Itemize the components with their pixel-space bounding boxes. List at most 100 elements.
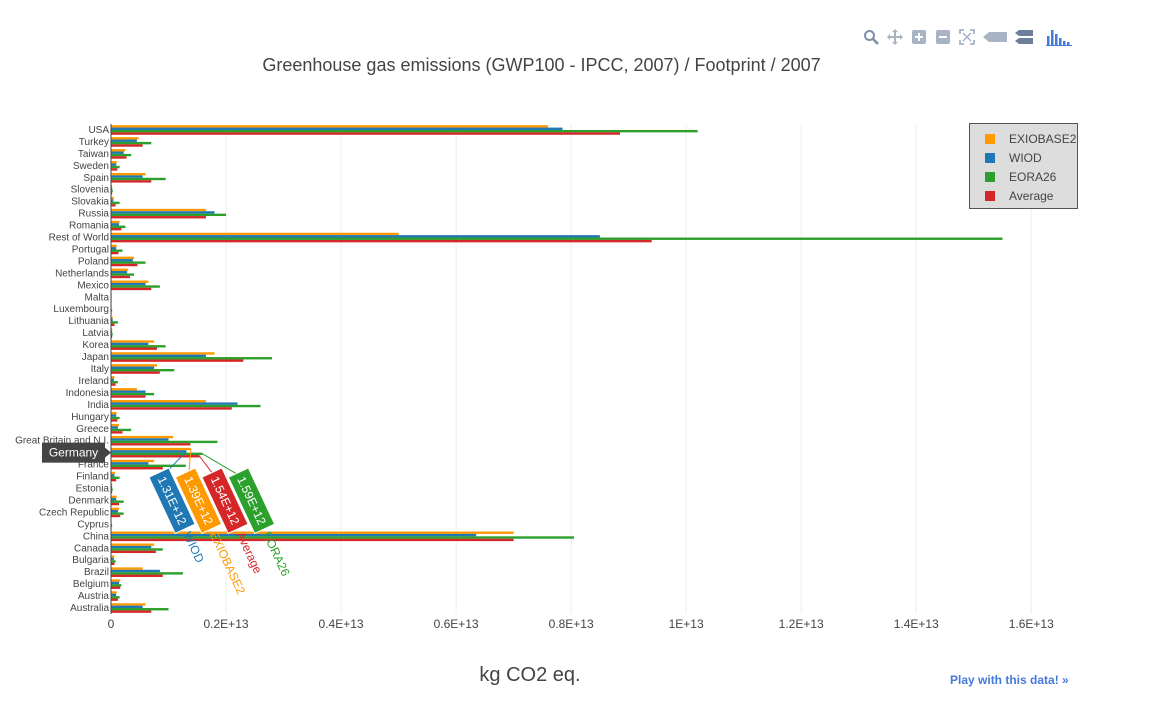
bar-exiobase2-romania[interactable] bbox=[111, 220, 120, 224]
bar-eora26-poland[interactable] bbox=[111, 261, 146, 264]
bar-eora26-sweden[interactable] bbox=[111, 165, 120, 169]
bar-average-australia[interactable] bbox=[111, 610, 152, 613]
bar-exiobase2-germany[interactable] bbox=[111, 447, 191, 451]
bar-average-great-britain-and-n-i[interactable] bbox=[111, 443, 191, 446]
bar-average-netherlands[interactable] bbox=[111, 275, 130, 279]
bar-eora26-australia[interactable] bbox=[111, 608, 169, 611]
bar-wiod-ireland[interactable] bbox=[111, 378, 114, 381]
bar-average-taiwan[interactable] bbox=[111, 156, 127, 159]
bar-eora26-rest-of-world[interactable] bbox=[111, 237, 1003, 240]
play-with-data-link[interactable]: Play with this data! » bbox=[950, 673, 1069, 687]
bar-average-usa[interactable] bbox=[111, 132, 621, 135]
bar-average-italy[interactable] bbox=[111, 371, 160, 374]
legend-item-average[interactable]: Average bbox=[970, 186, 1077, 205]
bar-average-sweden[interactable] bbox=[111, 168, 118, 171]
bar-eora26-china[interactable] bbox=[111, 536, 574, 539]
bar-eora26-indonesia[interactable] bbox=[111, 392, 155, 396]
bar-wiod-korea[interactable] bbox=[111, 342, 149, 346]
bar-exiobase2-russia[interactable] bbox=[111, 208, 206, 212]
bar-wiod-australia[interactable] bbox=[111, 605, 143, 609]
bar-average-romania[interactable] bbox=[111, 227, 122, 231]
bar-wiod-taiwan[interactable] bbox=[111, 151, 124, 154]
bar-average-russia[interactable] bbox=[111, 216, 206, 219]
bar-average-germany[interactable] bbox=[111, 455, 200, 458]
bar-exiobase2-latvia[interactable] bbox=[111, 328, 113, 331]
bar-average-rest-of-world[interactable] bbox=[111, 239, 652, 243]
bar-exiobase2-netherlands[interactable] bbox=[111, 268, 129, 271]
bar-average-indonesia[interactable] bbox=[111, 395, 146, 398]
legend-item-exiobase2[interactable]: EXIOBASE2 bbox=[970, 129, 1077, 148]
bar-eora26-belgium[interactable] bbox=[111, 584, 122, 587]
bars[interactable] bbox=[111, 125, 1003, 613]
bar-average-mexico[interactable] bbox=[111, 287, 152, 291]
bar-eora26-canada[interactable] bbox=[111, 548, 163, 551]
bar-exiobase2-slovenia[interactable] bbox=[111, 184, 113, 188]
bar-average-france[interactable] bbox=[111, 467, 163, 470]
bar-wiod-slovenia[interactable] bbox=[111, 187, 113, 190]
bar-eora26-france[interactable] bbox=[111, 464, 186, 468]
bar-eora26-usa[interactable] bbox=[111, 129, 698, 133]
bar-exiobase2-spain[interactable] bbox=[111, 172, 146, 176]
bar-eora26-luxembourg[interactable] bbox=[111, 309, 113, 312]
bar-eora26-great-britain-and-n-i[interactable] bbox=[111, 440, 218, 444]
bar-eora26-russia[interactable] bbox=[111, 213, 227, 217]
bar-exiobase2-denmark[interactable] bbox=[111, 495, 117, 499]
hover-closest-icon[interactable] bbox=[982, 28, 1008, 46]
bar-wiod-bulgaria[interactable] bbox=[111, 557, 114, 561]
bar-wiod-turkey[interactable] bbox=[111, 139, 137, 142]
bar-wiod-italy[interactable] bbox=[111, 366, 155, 369]
bar-average-china[interactable] bbox=[111, 538, 514, 542]
bar-average-bulgaria[interactable] bbox=[111, 562, 115, 566]
bar-eora26-taiwan[interactable] bbox=[111, 153, 132, 157]
bar-average-poland[interactable] bbox=[111, 263, 138, 267]
bar-average-austria[interactable] bbox=[111, 598, 118, 601]
bar-eora26-bulgaria[interactable] bbox=[111, 560, 116, 563]
bar-wiod-china[interactable] bbox=[111, 533, 477, 537]
bar-eora26-turkey[interactable] bbox=[111, 141, 152, 145]
bar-average-hungary[interactable] bbox=[111, 419, 118, 422]
bar-wiod-finland[interactable] bbox=[111, 474, 115, 477]
bar-exiobase2-hungary[interactable] bbox=[111, 412, 117, 415]
bar-eora26-latvia[interactable] bbox=[111, 333, 113, 336]
bar-exiobase2-india[interactable] bbox=[111, 400, 206, 403]
plotly-logo-icon[interactable] bbox=[1046, 28, 1072, 46]
bar-eora26-austria[interactable] bbox=[111, 596, 120, 599]
bar-eora26-romania[interactable] bbox=[111, 225, 126, 228]
bar-exiobase2-slovakia[interactable] bbox=[111, 196, 114, 200]
bar-eora26-czech-republic[interactable] bbox=[111, 512, 124, 515]
bar-average-india[interactable] bbox=[111, 407, 232, 410]
bar-exiobase2-rest-of-world[interactable] bbox=[111, 232, 399, 236]
pan-icon[interactable] bbox=[886, 28, 904, 46]
bar-wiod-denmark[interactable] bbox=[111, 498, 117, 501]
bar-exiobase2-czech-republic[interactable] bbox=[111, 507, 120, 511]
bar-eora26-lithuania[interactable] bbox=[111, 321, 118, 324]
bar-wiod-romania[interactable] bbox=[111, 223, 120, 226]
bar-eora26-hungary[interactable] bbox=[111, 416, 120, 420]
bar-eora26-netherlands[interactable] bbox=[111, 273, 135, 276]
bar-average-spain[interactable] bbox=[111, 180, 152, 183]
bar-wiod-japan[interactable] bbox=[111, 354, 206, 358]
bar-average-japan[interactable] bbox=[111, 359, 244, 362]
bar-eora26-korea[interactable] bbox=[111, 345, 166, 348]
bar-wiod-czech-republic[interactable] bbox=[111, 510, 118, 513]
bar-exiobase2-japan[interactable] bbox=[111, 352, 215, 355]
bar-average-czech-republic[interactable] bbox=[111, 514, 121, 518]
bar-wiod-rest-of-world[interactable] bbox=[111, 235, 600, 238]
bar-wiod-estonia[interactable] bbox=[111, 486, 113, 489]
bar-average-slovenia[interactable] bbox=[111, 192, 113, 195]
bar-eora26-cyprus[interactable] bbox=[111, 524, 113, 527]
bar-exiobase2-great-britain-and-n-i[interactable] bbox=[111, 435, 174, 439]
bar-wiod-usa[interactable] bbox=[111, 127, 563, 130]
bar-exiobase2-sweden[interactable] bbox=[111, 161, 117, 164]
bar-exiobase2-china[interactable] bbox=[111, 531, 514, 534]
bar-average-finland[interactable] bbox=[111, 478, 117, 482]
bar-exiobase2-austria[interactable] bbox=[111, 591, 117, 594]
bar-wiod-austria[interactable] bbox=[111, 593, 117, 597]
bar-exiobase2-poland[interactable] bbox=[111, 256, 135, 260]
bar-wiod-poland[interactable] bbox=[111, 259, 133, 262]
bar-wiod-russia[interactable] bbox=[111, 211, 215, 214]
bar-eora26-ireland[interactable] bbox=[111, 380, 118, 384]
bar-exiobase2-korea[interactable] bbox=[111, 340, 155, 343]
bar-wiod-belgium[interactable] bbox=[111, 581, 120, 585]
